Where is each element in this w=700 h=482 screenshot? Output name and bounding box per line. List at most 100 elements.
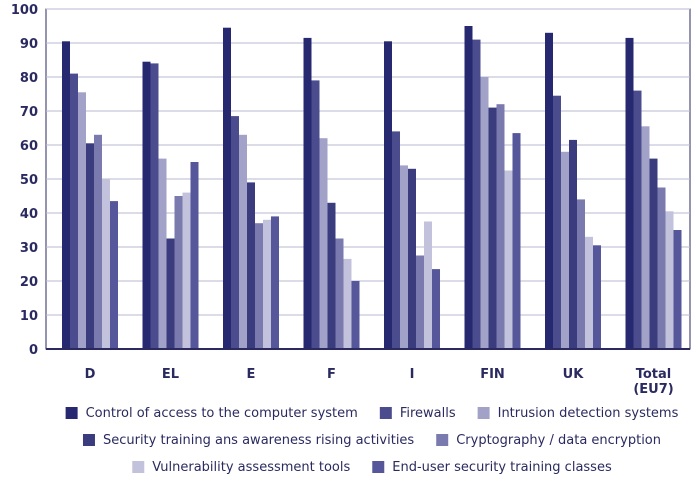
- bar: [150, 63, 159, 350]
- legend-swatch: [477, 407, 490, 419]
- bar: [625, 37, 634, 350]
- bar: [561, 151, 569, 349]
- bar: [585, 236, 593, 349]
- bar: [641, 126, 650, 349]
- y-tick-label: 40: [20, 207, 38, 222]
- bar: [673, 230, 682, 349]
- bar: [545, 32, 553, 350]
- x-tick-label: Total (EU7): [633, 367, 673, 397]
- x-tick-labels: D EL E F I FIN UK Total (EU7): [85, 367, 674, 397]
- bar: [263, 219, 271, 349]
- bars: [62, 26, 682, 350]
- bar: [569, 139, 577, 349]
- bar: [223, 27, 231, 349]
- x-tick-label: EL: [162, 367, 179, 382]
- legend-item: Cryptography / data encryption: [436, 433, 661, 448]
- bar: [553, 95, 561, 349]
- y-tick-label: 60: [20, 139, 38, 154]
- legend-swatch: [82, 434, 95, 446]
- y-tick-label: 30: [20, 241, 38, 256]
- bar: [392, 131, 400, 349]
- bar: [327, 202, 336, 349]
- bar: [432, 269, 440, 349]
- bar: [182, 192, 191, 349]
- bar: [464, 26, 473, 349]
- bar: [190, 162, 199, 349]
- legend-item: Vulnerability assessment tools: [132, 460, 350, 475]
- bar: [86, 143, 94, 349]
- y-tick-label: 20: [20, 275, 38, 290]
- bar: [319, 138, 328, 349]
- y-tick-label: 50: [20, 173, 38, 188]
- bar: [239, 134, 247, 349]
- bar: [247, 182, 255, 349]
- bar: [424, 221, 432, 349]
- bar: [102, 179, 110, 349]
- y-tick-label: 90: [20, 37, 38, 52]
- x-tick-label: E: [247, 367, 256, 382]
- legend-label: End-user security training classes: [392, 460, 612, 475]
- legend-label: Cryptography / data encryption: [456, 433, 661, 448]
- legend-item: Control of access to the computer system: [65, 406, 358, 421]
- legend-swatch: [436, 434, 449, 446]
- y-tick-labels: 0 10 20 30 40 50 60 70 80 90 100: [11, 3, 38, 358]
- legend-item: Firewalls: [379, 406, 456, 421]
- bar: [512, 133, 521, 349]
- x-tick-label: UK: [563, 367, 585, 382]
- bar: [343, 258, 352, 349]
- bar: [504, 170, 513, 349]
- bar: [472, 39, 481, 349]
- bar: [335, 238, 344, 349]
- legend-item: End-user security training classes: [372, 460, 612, 475]
- y-tick-label: 10: [20, 309, 38, 324]
- legend-swatch: [132, 461, 145, 473]
- bar: [231, 116, 239, 349]
- bar: [166, 238, 175, 349]
- x-tick-label: D: [85, 367, 96, 382]
- bar: [174, 196, 183, 349]
- bar: [78, 92, 86, 350]
- bar: [351, 281, 360, 349]
- legend-swatch: [372, 461, 385, 473]
- legend-item: Security training ans awareness rising a…: [82, 433, 414, 448]
- y-tick-label: 70: [20, 105, 38, 120]
- bar: [142, 61, 151, 349]
- legend-label: Vulnerability assessment tools: [152, 460, 350, 475]
- y-tick-label: 80: [20, 71, 38, 86]
- bar: [311, 80, 320, 350]
- bar: [110, 201, 118, 349]
- bar: [255, 223, 263, 349]
- y-tick-label: 100: [11, 3, 38, 18]
- bar: [408, 168, 416, 349]
- bar: [303, 37, 312, 350]
- x-tick-label: I: [410, 367, 415, 382]
- bar: [70, 73, 78, 349]
- bar: [577, 199, 585, 349]
- bar: [496, 104, 505, 349]
- legend-item: Intrusion detection systems: [477, 406, 679, 421]
- bar: [593, 245, 601, 349]
- y-tick-label: 0: [29, 343, 38, 358]
- bar: [488, 107, 497, 349]
- bar: [400, 165, 408, 349]
- bar: [62, 41, 70, 350]
- legend: Control of access to the computer system…: [65, 406, 679, 475]
- bar: [633, 90, 642, 349]
- bar: [271, 216, 279, 349]
- bar: [657, 187, 666, 349]
- bar: [416, 255, 424, 349]
- legend-swatch: [65, 407, 78, 419]
- bar: [384, 41, 392, 350]
- legend-swatch: [379, 407, 392, 419]
- bar: [158, 158, 167, 349]
- x-tick-label: FIN: [480, 367, 505, 382]
- x-tick-label: F: [327, 367, 336, 382]
- bar: [94, 134, 102, 349]
- legend-label: Intrusion detection systems: [498, 406, 679, 421]
- legend-label: Firewalls: [400, 406, 456, 421]
- legend-label: Security training ans awareness rising a…: [103, 433, 414, 448]
- bar: [480, 77, 489, 349]
- bar: [649, 158, 658, 349]
- legend-label: Control of access to the computer system: [86, 406, 358, 421]
